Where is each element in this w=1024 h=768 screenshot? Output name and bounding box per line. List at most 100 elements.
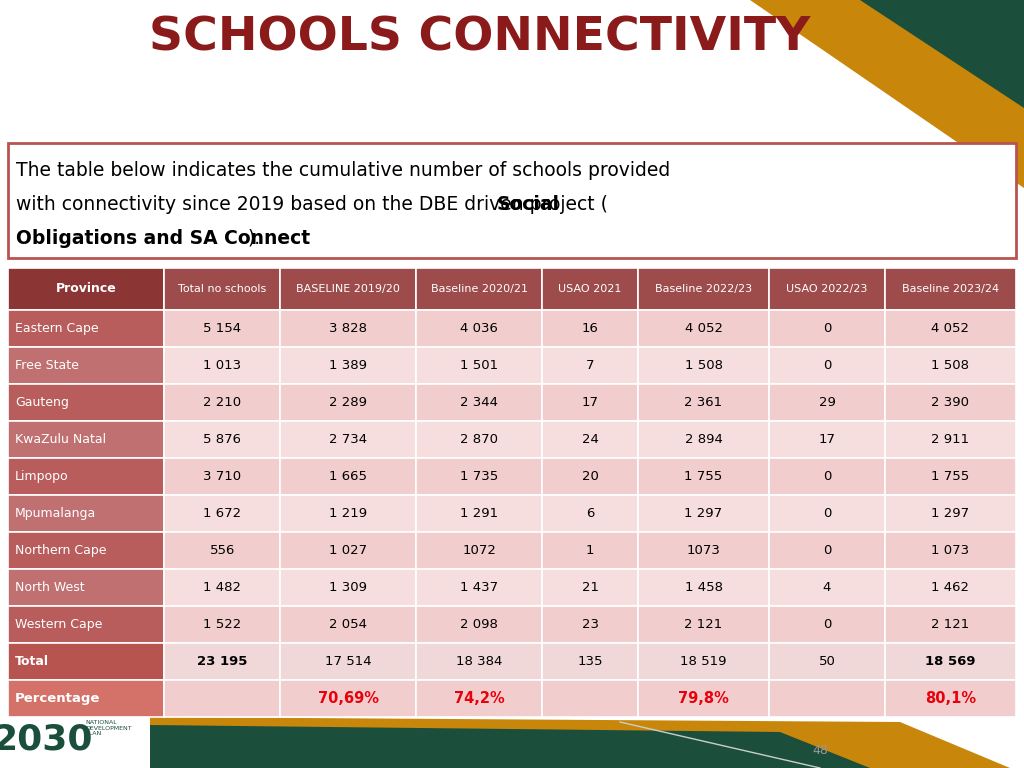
Bar — [164, 495, 281, 532]
Text: 0: 0 — [823, 618, 831, 631]
Bar — [281, 347, 416, 384]
Text: 4 052: 4 052 — [932, 322, 970, 335]
Bar — [885, 421, 1016, 458]
Text: 23: 23 — [582, 618, 599, 631]
Bar — [416, 347, 543, 384]
Text: 74,2%: 74,2% — [454, 691, 505, 706]
Text: Social: Social — [497, 195, 559, 214]
Bar — [281, 458, 416, 495]
Bar — [543, 606, 638, 643]
Bar — [769, 495, 885, 532]
Bar — [638, 495, 769, 532]
Bar — [281, 384, 416, 421]
Text: 1 755: 1 755 — [932, 470, 970, 483]
Bar — [638, 458, 769, 495]
Bar — [769, 347, 885, 384]
Text: SCHOOLS CONNECTIVITY: SCHOOLS CONNECTIVITY — [150, 15, 811, 61]
Text: 2 361: 2 361 — [684, 396, 723, 409]
Text: 79,8%: 79,8% — [678, 691, 729, 706]
Text: Baseline 2022/23: Baseline 2022/23 — [655, 284, 752, 294]
Bar — [281, 606, 416, 643]
Bar — [543, 268, 638, 310]
Text: NATIONAL
DEVELOPMENT
PLAN: NATIONAL DEVELOPMENT PLAN — [85, 720, 132, 737]
Bar — [281, 569, 416, 606]
Text: Eastern Cape: Eastern Cape — [15, 322, 98, 335]
Bar — [638, 643, 769, 680]
Bar — [164, 458, 281, 495]
Bar — [543, 458, 638, 495]
Bar — [164, 680, 281, 717]
Bar — [543, 495, 638, 532]
Text: 4 036: 4 036 — [461, 322, 499, 335]
Bar — [8, 421, 164, 458]
Bar — [638, 384, 769, 421]
Text: 1 291: 1 291 — [460, 507, 499, 520]
Text: 556: 556 — [210, 544, 234, 557]
Text: Mpumalanga: Mpumalanga — [15, 507, 96, 520]
Bar — [164, 421, 281, 458]
Bar — [8, 569, 164, 606]
Bar — [8, 458, 164, 495]
Text: BASELINE 2019/20: BASELINE 2019/20 — [296, 284, 400, 294]
Bar — [281, 268, 416, 310]
Bar — [416, 532, 543, 569]
Bar — [8, 310, 164, 347]
Text: 16: 16 — [582, 322, 599, 335]
Bar — [164, 347, 281, 384]
Bar — [543, 532, 638, 569]
Bar — [416, 384, 543, 421]
Text: 2 390: 2 390 — [932, 396, 970, 409]
Bar — [416, 606, 543, 643]
Text: 17: 17 — [582, 396, 599, 409]
Text: Western Cape: Western Cape — [15, 618, 102, 631]
Bar — [885, 606, 1016, 643]
Bar — [885, 347, 1016, 384]
Text: 2 870: 2 870 — [460, 433, 499, 446]
Bar — [885, 680, 1016, 717]
Bar — [769, 458, 885, 495]
Text: 2 210: 2 210 — [203, 396, 242, 409]
Bar — [543, 569, 638, 606]
Text: 1 297: 1 297 — [932, 507, 970, 520]
Polygon shape — [150, 717, 1010, 768]
Bar — [769, 606, 885, 643]
Bar — [164, 384, 281, 421]
Text: 1 027: 1 027 — [329, 544, 368, 557]
Text: 80,1%: 80,1% — [925, 691, 976, 706]
Bar — [8, 606, 164, 643]
Bar — [638, 680, 769, 717]
Text: 1 462: 1 462 — [932, 581, 970, 594]
Text: 2 054: 2 054 — [329, 618, 368, 631]
Text: 1 309: 1 309 — [329, 581, 368, 594]
Text: 29: 29 — [818, 396, 836, 409]
Text: 6: 6 — [586, 507, 594, 520]
Text: 1 437: 1 437 — [460, 581, 499, 594]
Bar — [164, 310, 281, 347]
Bar — [281, 532, 416, 569]
Text: 1 755: 1 755 — [684, 470, 723, 483]
Bar — [769, 532, 885, 569]
Text: Obligations and SA Connect: Obligations and SA Connect — [16, 229, 310, 248]
Bar — [638, 347, 769, 384]
Bar — [885, 268, 1016, 310]
Text: 23 195: 23 195 — [197, 655, 248, 668]
Bar — [8, 384, 164, 421]
Bar — [769, 643, 885, 680]
Bar — [281, 643, 416, 680]
Bar — [164, 643, 281, 680]
Text: Baseline 2020/21: Baseline 2020/21 — [431, 284, 527, 294]
Bar — [416, 569, 543, 606]
Bar — [164, 268, 281, 310]
Text: 48: 48 — [812, 743, 828, 756]
Text: 4 052: 4 052 — [684, 322, 723, 335]
Text: Total: Total — [15, 655, 49, 668]
Text: 2 911: 2 911 — [932, 433, 970, 446]
Text: 2030: 2030 — [0, 723, 92, 757]
Text: Baseline 2023/24: Baseline 2023/24 — [902, 284, 999, 294]
Bar — [164, 606, 281, 643]
Text: with connectivity since 2019 based on the DBE driven project (: with connectivity since 2019 based on th… — [16, 195, 608, 214]
Text: 2 344: 2 344 — [460, 396, 499, 409]
Text: 0: 0 — [823, 507, 831, 520]
Text: 24: 24 — [582, 433, 599, 446]
Text: 1072: 1072 — [462, 544, 497, 557]
